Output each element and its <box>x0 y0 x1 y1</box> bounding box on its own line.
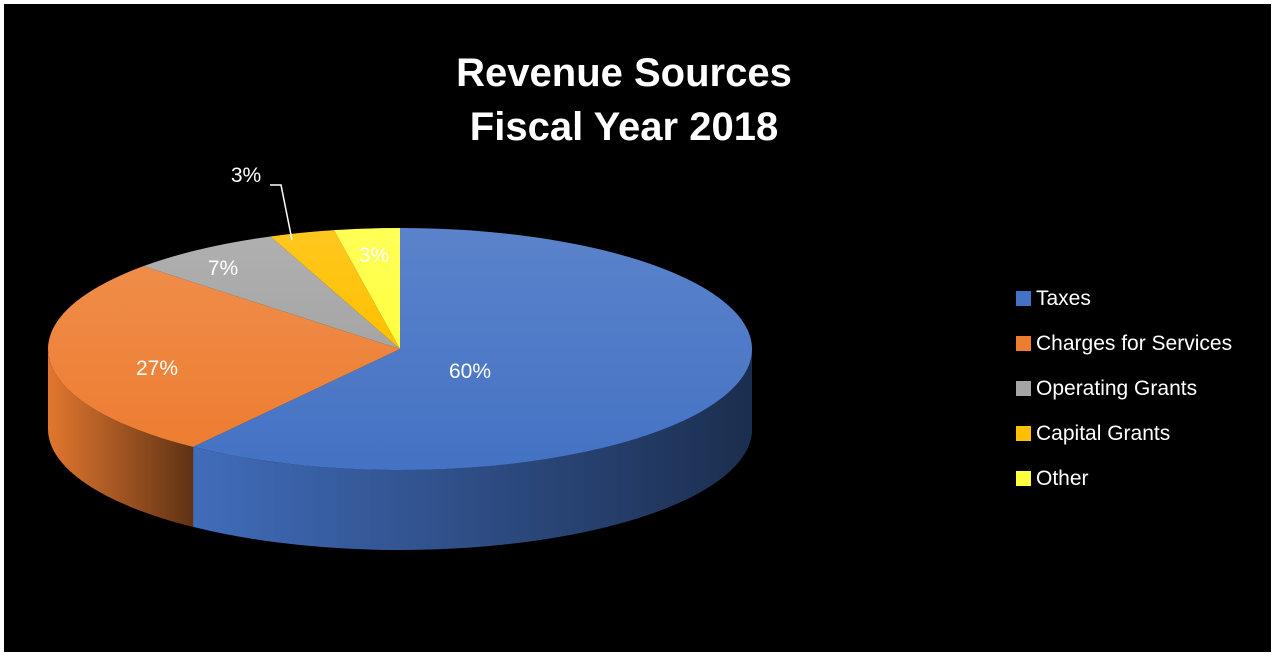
legend-label-other: Other <box>1036 466 1089 490</box>
pie-slice-highlight-charges-for-services <box>48 266 400 447</box>
legend-swatch-charges-for-services <box>1016 336 1031 351</box>
legend-label-taxes: Taxes <box>1036 286 1091 310</box>
legend-item-charges-for-services: Charges for Services <box>1016 331 1233 355</box>
legend-swatch-operating-grants <box>1016 381 1031 396</box>
legend-label-capital-grants: Capital Grants <box>1036 421 1171 445</box>
chart-legend: Taxes Charges for Services Operating Gra… <box>1016 286 1233 513</box>
legend-swatch-other <box>1016 471 1031 486</box>
data-label-capital-grants: 3% <box>231 164 261 187</box>
pie-side-shade-charges-for-services <box>48 349 194 527</box>
legend-swatch-taxes <box>1016 291 1031 306</box>
chart-title: Revenue Sources Fiscal Year 2018 <box>344 46 904 154</box>
legend-label-operating-grants: Operating Grants <box>1036 376 1198 400</box>
data-label-taxes: 60% <box>449 360 491 383</box>
data-label-operating-grants: 7% <box>208 257 238 280</box>
pie-slice-highlight-capital-grants <box>270 230 400 349</box>
pie-slice-highlight-taxes <box>193 228 753 470</box>
pie-slice-highlight-other <box>334 228 400 349</box>
pie-slice-highlight-operating-grants <box>143 236 400 349</box>
legend-item-capital-grants: Capital Grants <box>1016 421 1232 445</box>
legend-item-taxes: Taxes <box>1016 286 1232 310</box>
leader-line-capital-grants <box>270 184 293 241</box>
legend-label-charges-for-services: Charges for Services <box>1036 331 1233 355</box>
data-label-other: 3% <box>359 244 389 267</box>
chart-title-line-1: Revenue Sources <box>456 51 792 95</box>
data-label-charges-for-services: 27% <box>136 357 178 380</box>
legend-swatch-capital-grants <box>1016 426 1031 441</box>
chart-title-line-2: Fiscal Year 2018 <box>469 105 779 149</box>
pie-side-shade-taxes <box>193 349 752 550</box>
legend-item-operating-grants: Operating Grants <box>1016 376 1232 400</box>
legend-item-other: Other <box>1016 466 1232 490</box>
